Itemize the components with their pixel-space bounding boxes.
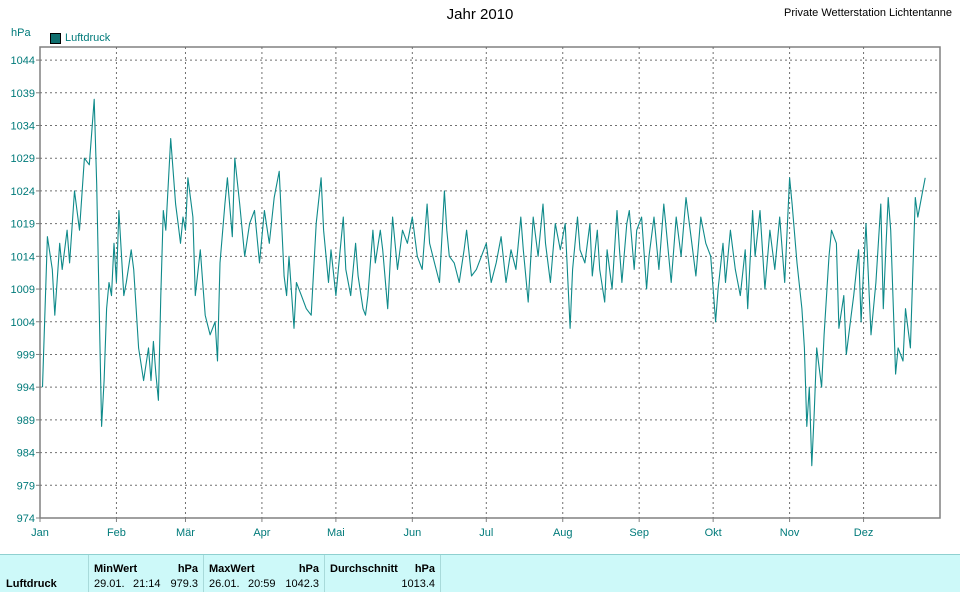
plot-area [39,46,941,519]
y-tick-label: 1009 [11,284,35,296]
x-tick-label: Apr [253,527,270,539]
y-tick-label: 1034 [11,121,35,133]
x-tick-label: Feb [107,527,126,539]
y-tick-label: 979 [17,480,35,492]
max-date: 26.01. [209,578,240,590]
min-time: 21:14 [133,578,161,590]
chart-title: Jahr 2010 [446,6,514,23]
avg-header: Durchschnitt [330,563,398,575]
y-tick-label: 1019 [11,219,35,231]
x-tick-label: Jun [403,527,421,539]
y-tick-label: 1044 [11,55,35,67]
min-value: 979.3 [170,578,198,590]
stats-table: Luftdruck MinWert hPa 29.01. 21:14 979.3… [0,554,960,592]
min-date: 29.01. [94,578,125,590]
max-unit: hPa [298,563,319,575]
x-tick-label: Mär [176,527,195,539]
stats-row-label: Luftdruck [6,578,57,590]
avg-value: 1013.4 [401,578,435,590]
y-tick-label: 999 [17,349,35,361]
y-tick-label: 984 [17,448,35,460]
y-tick-label: 1004 [11,317,35,329]
max-header: MaxWert [209,563,255,575]
x-tick-label: Dez [854,527,874,539]
y-tick-label: 994 [17,382,35,394]
legend-swatch [50,32,61,44]
x-tick-label: Aug [553,527,573,539]
y-tick-label: 1014 [11,251,35,263]
y-tick-label: 1029 [11,153,35,165]
x-tick-label: Jul [479,527,493,539]
y-axis-unit: hPa [11,27,31,39]
min-header: MinWert [94,563,138,575]
x-tick-label: Mai [327,527,345,539]
min-unit: hPa [177,563,198,575]
pressure-chart: 974 979 984 989 994 999 1004 1009 1014 1019 1024 10… [11,46,941,539]
max-value: 1042.3 [285,578,319,590]
max-time: 20:59 [248,578,276,590]
y-tick-label: 989 [17,415,35,427]
station-name: Private Wetterstation Lichtentanne [784,7,952,19]
x-tick-label: Jan [31,527,49,539]
stats-label-cell [0,555,89,592]
x-tick-label: Nov [780,527,800,539]
y-tick-label: 974 [17,513,35,525]
avg-unit: hPa [414,563,435,575]
x-tick-label: Sep [629,527,649,539]
y-tick-label: 1024 [11,186,35,198]
legend-label: Luftdruck [65,32,111,44]
legend: Luftdruck [50,32,110,44]
avg-cell: Durchschnitt hPa 1013.4 [325,555,441,592]
min-cell: MinWert hPa 29.01. 21:14 979.3 [89,555,204,592]
max-cell: MaxWert hPa 26.01. 20:59 1042.3 [204,555,325,592]
y-tick-label: 1039 [11,88,35,100]
x-tick-label: Okt [705,527,722,539]
series-line-luftdruck [41,98,926,467]
